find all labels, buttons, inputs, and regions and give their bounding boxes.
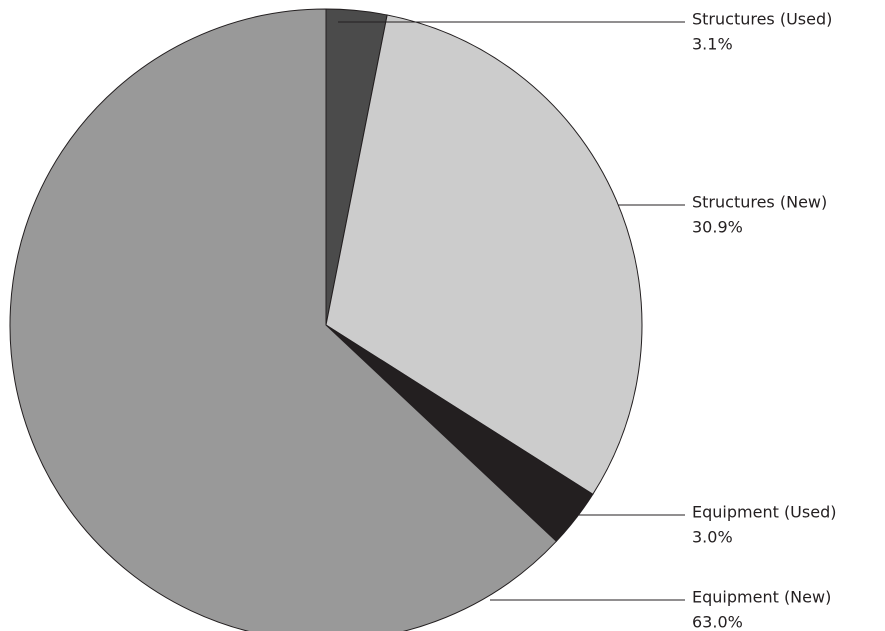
slice-value: 30.9% xyxy=(692,218,743,237)
slice-value: 63.0% xyxy=(692,613,743,631)
slice-value: 3.1% xyxy=(692,35,733,54)
slice-label: Structures (Used) xyxy=(692,10,832,29)
pie-slice xyxy=(325,14,643,496)
slice-value: 3.0% xyxy=(692,528,733,547)
slice-label: Structures (New) xyxy=(692,193,827,212)
pie-slice xyxy=(9,8,558,631)
slice-label: Equipment (New) xyxy=(692,588,831,607)
slice-label: Equipment (Used) xyxy=(692,503,836,522)
